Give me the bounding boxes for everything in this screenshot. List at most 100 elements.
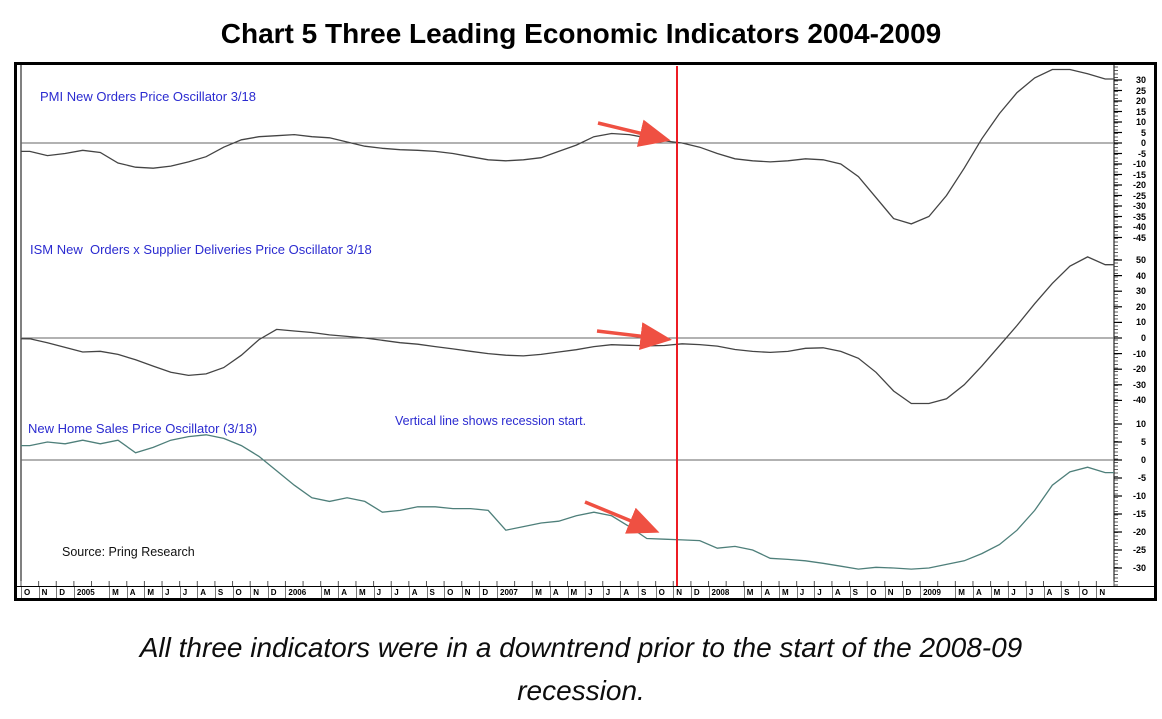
x-axis-cell: N [884, 587, 903, 598]
y-axis-tick: -20 [1132, 527, 1146, 537]
y-axis-tick: -20 [1132, 364, 1146, 375]
x-axis-cell: D [56, 587, 74, 598]
y-axis-tick: -5 [1137, 473, 1146, 483]
x-axis-cell: D [902, 587, 921, 598]
y-axis-tick: -5 [1137, 148, 1146, 159]
x-axis-cell: M [990, 587, 1009, 598]
y-axis-tick: 10 [1135, 317, 1146, 328]
y-axis-tick: -20 [1132, 180, 1146, 190]
x-axis-cell: J [602, 587, 621, 598]
caption-line-1: All three indicators were in a downtrend… [139, 632, 1023, 663]
series-line-nhs [21, 434, 1114, 570]
x-axis-cell: N [1096, 587, 1114, 598]
x-axis-cell: O [1078, 587, 1097, 598]
y-axis-tick: -25 [1132, 190, 1146, 201]
x-axis-line [17, 586, 1154, 587]
y-axis-tick: 40 [1135, 270, 1146, 281]
x-axis-cell: D [479, 587, 497, 598]
x-axis-cell: J [391, 587, 409, 598]
y-axis-tick: 5 [1140, 437, 1146, 447]
y-axis-tick: 30 [1135, 286, 1146, 297]
y-axis-tick: -30 [1132, 563, 1146, 573]
panel-label-pmi: PMI New Orders Price Oscillator 3/18 [40, 89, 257, 104]
y-axis-tick: 0 [1140, 138, 1146, 148]
series-line-ism [20, 256, 1114, 405]
x-axis-cell: A [338, 587, 356, 598]
x-axis-cell: A [831, 587, 850, 598]
y-axis-tick: -10 [1132, 159, 1146, 169]
y-axis-tick: -35 [1132, 211, 1146, 222]
x-axis-cell: J [162, 587, 180, 598]
y-axis-tick: 15 [1135, 106, 1146, 117]
y-axis-tick: -30 [1132, 201, 1146, 211]
y-axis-tick: 0 [1140, 455, 1146, 465]
x-axis-cell: M [144, 587, 162, 598]
panel-label-ism: ISM New Orders x Supplier Deliveries Pri… [30, 242, 372, 257]
y-axis-tick: -45 [1132, 232, 1146, 243]
x-axis-cell: M [320, 587, 339, 598]
x-axis-cell: N [250, 587, 268, 598]
x-axis-cell: O [21, 587, 39, 598]
trend-arrow [584, 500, 660, 534]
page-title: Chart 5 Three Leading Economic Indicator… [220, 18, 942, 49]
x-axis-cell: S [426, 587, 445, 598]
y-axis-tick: 50 [1135, 255, 1146, 265]
x-axis-cell: S [1061, 587, 1079, 598]
x-axis-cell: O [655, 587, 674, 598]
trend-arrow [596, 322, 672, 351]
x-axis-cell: 2007 [497, 587, 533, 598]
source-credit: Source: Pring Research [62, 545, 195, 559]
x-axis-cell: A [761, 587, 779, 598]
x-axis-cell: J [585, 587, 603, 598]
x-axis-cell: J [1008, 587, 1026, 598]
y-axis-tick: 10 [1135, 419, 1146, 429]
x-axis-cell: N [461, 587, 480, 598]
x-axis-cell: 2006 [285, 587, 321, 598]
y-axis-tick: 20 [1135, 96, 1146, 106]
x-axis-cell: J [796, 587, 815, 598]
x-axis-cell: D [690, 587, 709, 598]
y-axis-tick: -30 [1132, 379, 1146, 390]
x-axis-cell: A [197, 587, 215, 598]
y-axis-tick: 30 [1135, 75, 1146, 85]
x-axis-cell: J [814, 587, 832, 598]
x-axis-cell: J [373, 587, 392, 598]
x-axis-cell: 2009 [920, 587, 956, 598]
y-axis-tick: -10 [1132, 348, 1146, 359]
x-axis-cell: D [267, 587, 286, 598]
y-axis-tick: 0 [1140, 333, 1146, 343]
y-axis-tick: -25 [1132, 545, 1146, 555]
x-axis-cell: A [126, 587, 145, 598]
y-axis-tick: -10 [1132, 491, 1146, 501]
y-axis-tick: 25 [1135, 85, 1146, 96]
y-axis-tick: 20 [1135, 301, 1146, 312]
x-axis-cell: A [973, 587, 991, 598]
x-axis-cell: O [232, 587, 251, 598]
x-axis-cell: J [1025, 587, 1044, 598]
x-axis-cell: M [109, 587, 127, 598]
x-axis-cell: A [1043, 587, 1062, 598]
y-axis-tick: -15 [1132, 169, 1146, 180]
y-axis-tick: -40 [1132, 222, 1146, 232]
x-axis-cell: S [849, 587, 868, 598]
x-axis-cell: N [38, 587, 57, 598]
y-axis-tick: 10 [1135, 117, 1146, 127]
x-axis-cell: M [743, 587, 762, 598]
x-axis-cell: 2005 [73, 587, 110, 598]
x-axis-cell: 2008 [708, 587, 744, 598]
x-axis-cell: N [673, 587, 691, 598]
x-axis-cell: M [955, 587, 973, 598]
x-axis-cell: M [567, 587, 586, 598]
x-axis-cell: A [549, 587, 568, 598]
chart: PMI New Orders Price Oscillator 3/18 ISM… [14, 62, 1157, 601]
x-axis-cell: O [444, 587, 462, 598]
x-axis-cell: M [356, 587, 374, 598]
x-axis-cell: A [620, 587, 638, 598]
caption-line-2: recession. [517, 675, 645, 706]
x-axis-cell: A [408, 587, 427, 598]
panel-label-nhs: New Home Sales Price Oscillator (3/18) [28, 421, 258, 436]
x-axis-cell: J [179, 587, 198, 598]
chart-canvas [20, 65, 1122, 590]
x-axis-cell: O [867, 587, 885, 598]
